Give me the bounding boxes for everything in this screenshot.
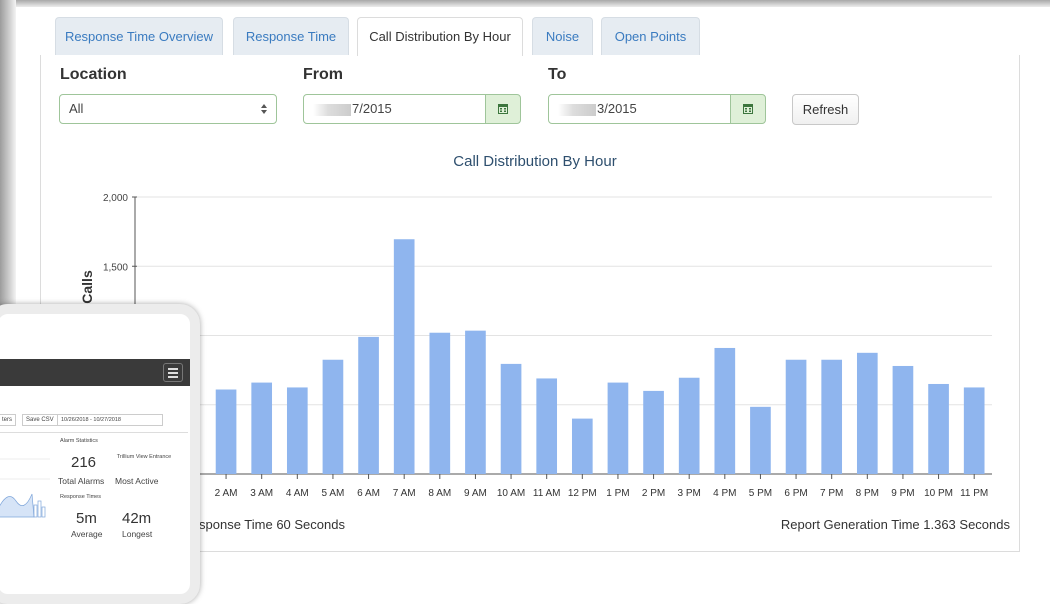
x-tick-label: 4 PM: [713, 488, 736, 499]
bar: [216, 390, 237, 474]
menu-button[interactable]: [163, 363, 183, 382]
bar: [394, 239, 415, 474]
x-tick-label: 5 AM: [322, 488, 345, 499]
x-tick-label: 7 AM: [393, 488, 416, 499]
tablet-mini-chart: [0, 439, 50, 529]
stat-label: Most Active: [115, 476, 158, 486]
toolbar-button[interactable]: Save CSV: [22, 414, 58, 426]
footer-left: sponse Time 60 Seconds: [199, 517, 345, 532]
bar: [251, 383, 272, 474]
bar: [679, 378, 700, 474]
x-tick-label: 2 AM: [215, 488, 238, 499]
date-range[interactable]: 10/26/2018 - 10/27/2018: [57, 414, 163, 426]
bar: [572, 419, 593, 474]
stat-label: Average: [71, 529, 103, 539]
x-tick-label: 11 PM: [960, 488, 988, 499]
bar: [786, 360, 807, 474]
y-tick-label: 2,000: [103, 193, 128, 204]
bar: [928, 384, 949, 474]
stat-value: 42m: [122, 510, 151, 527]
x-tick-label: 6 AM: [357, 488, 380, 499]
section-heading: Alarm Statistics: [60, 438, 98, 444]
bar: [964, 387, 985, 474]
stat-label: Longest: [122, 529, 152, 539]
page: Response Time Overview Response Time Cal…: [0, 0, 1050, 577]
x-tick-label: 1 PM: [606, 488, 629, 499]
x-tick-label: 2 PM: [642, 488, 665, 499]
x-tick-label: 3 AM: [250, 488, 273, 499]
stat-label: Total Alarms: [58, 476, 104, 486]
bar: [857, 353, 878, 474]
bar: [501, 364, 522, 474]
x-tick-label: 12 PM: [568, 488, 597, 499]
stat-value: Trillium View Entrance: [115, 454, 173, 461]
stat-value: 5m: [76, 510, 97, 527]
bar: [536, 378, 557, 474]
bar: [608, 383, 629, 474]
x-tick-label: 8 PM: [856, 488, 879, 499]
bar: [643, 391, 664, 474]
chart-title: Call Distribution By Hour: [453, 153, 616, 170]
section-heading: Response Times: [60, 494, 101, 500]
x-tick-label: 7 PM: [820, 488, 843, 499]
x-tick-label: 3 PM: [678, 488, 701, 499]
x-tick-label: 8 AM: [428, 488, 451, 499]
bar: [465, 331, 486, 474]
bar: [429, 333, 450, 474]
x-tick-label: 10 PM: [924, 488, 953, 499]
y-axis-label: Calls: [79, 270, 95, 304]
bar: [287, 387, 308, 474]
bar: [323, 360, 344, 474]
bar: [358, 337, 379, 474]
bar: [714, 348, 735, 474]
toolbar-button[interactable]: ters: [0, 414, 16, 426]
tablet-navbar: [0, 359, 198, 386]
bar: [893, 366, 914, 474]
bar: [750, 407, 771, 474]
date-range-text: 10/26/2018 - 10/27/2018: [61, 417, 121, 423]
stat-value: 216: [71, 454, 96, 471]
x-tick-label: 9 AM: [464, 488, 487, 499]
divider: [0, 432, 188, 433]
x-tick-label: 4 AM: [286, 488, 309, 499]
bar: [821, 360, 842, 474]
x-tick-label: 6 PM: [784, 488, 807, 499]
x-tick-label: 9 PM: [891, 488, 914, 499]
x-tick-label: 10 AM: [497, 488, 525, 499]
tablet-mockup: ters Save CSV 10/26/2018 - 10/27/2018 Al…: [0, 304, 200, 604]
x-tick-label: 11 AM: [533, 488, 561, 499]
y-tick-label: 1,500: [103, 262, 128, 273]
footer-right: Report Generation Time 1.363 Seconds: [781, 517, 1010, 532]
x-tick-label: 5 PM: [749, 488, 772, 499]
